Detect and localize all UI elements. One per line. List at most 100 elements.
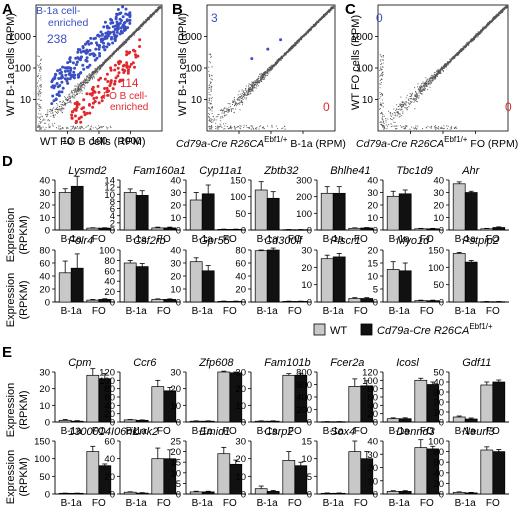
data-point: [74, 94, 76, 96]
data-point: [298, 41, 300, 43]
data-point: [498, 12, 500, 14]
data-point: [284, 52, 286, 54]
data-point: [479, 31, 481, 33]
data-point: [267, 73, 269, 75]
data-point: [50, 109, 52, 111]
data-point: [439, 70, 441, 72]
data-point: [140, 24, 142, 26]
data-point: [411, 100, 413, 102]
data-point: [134, 30, 136, 32]
data-point: [391, 119, 393, 121]
data-point: [383, 128, 385, 130]
data-point: [281, 55, 283, 57]
red-point: [113, 63, 117, 67]
data-point: [249, 127, 251, 130]
data-point: [405, 107, 407, 109]
data-point: [238, 98, 240, 100]
data-point: [423, 86, 425, 88]
data-point: [211, 110, 213, 112]
blue-point: [59, 76, 63, 80]
blue-point: [68, 60, 72, 63]
data-point: [263, 77, 265, 79]
data-point: [301, 35, 303, 37]
data-point: [443, 127, 445, 129]
data-point: [137, 26, 140, 28]
red-point: [91, 85, 95, 89]
data-point: [413, 100, 415, 102]
data-point: [328, 9, 330, 11]
data-point: [219, 110, 222, 112]
data-point: [56, 109, 58, 111]
data-point: [78, 84, 80, 86]
data-point: [459, 52, 461, 54]
data-point: [238, 99, 240, 102]
data-point: [326, 11, 328, 14]
data-point: [271, 125, 273, 127]
blue-point: [61, 65, 65, 69]
data-point: [398, 113, 400, 115]
data-point: [415, 91, 417, 94]
data-point: [217, 114, 219, 116]
data-point: [489, 21, 491, 23]
red-point: [113, 82, 117, 86]
data-point: [208, 98, 210, 100]
data-point: [37, 93, 39, 95]
data-point: [37, 104, 39, 106]
data-point: [38, 123, 40, 125]
data-point: [421, 82, 423, 84]
data-point: [483, 29, 485, 31]
data-point: [65, 103, 67, 106]
data-point: [400, 106, 402, 108]
data-point: [395, 108, 398, 110]
data-point: [83, 84, 85, 86]
data-point: [107, 127, 109, 129]
data-point: [404, 125, 407, 127]
data-point: [381, 94, 383, 96]
data-point: [462, 48, 464, 50]
data-point: [73, 90, 75, 92]
data-point: [311, 27, 313, 29]
data-point: [268, 67, 270, 69]
data-point: [465, 43, 467, 45]
data-point: [211, 105, 213, 108]
data-point: [331, 7, 333, 9]
data-point: [63, 108, 65, 110]
blue-point: [57, 90, 61, 94]
data-point: [404, 103, 406, 105]
red-point: [125, 61, 129, 65]
data-point: [71, 91, 73, 93]
blue-point: [89, 36, 93, 40]
data-point: [277, 61, 279, 63]
data-point: [288, 50, 291, 52]
data-point: [296, 42, 298, 44]
data-point: [399, 109, 401, 111]
data-point: [247, 89, 250, 92]
data-point: [70, 96, 72, 98]
data-point: [264, 75, 266, 77]
data-point: [320, 18, 322, 20]
data-point: [211, 125, 213, 128]
data-point: [439, 68, 441, 70]
data-point: [427, 81, 429, 83]
data-point: [98, 125, 100, 127]
data-point: [235, 127, 237, 129]
panel-letter-d: D: [2, 153, 13, 170]
data-point: [258, 75, 260, 77]
blue-point: [79, 58, 82, 62]
data-point: [396, 125, 398, 127]
data-point: [141, 23, 143, 26]
data-point: [227, 103, 229, 105]
data-point: [458, 54, 460, 56]
data-point: [419, 91, 422, 93]
data-point: [85, 78, 88, 80]
data-point: [444, 64, 446, 66]
data-point: [109, 55, 111, 57]
blue-point: [63, 66, 67, 70]
data-point: [298, 40, 300, 42]
data-point: [331, 8, 333, 10]
data-point: [422, 88, 424, 90]
data-point: [121, 44, 124, 46]
data-point: [208, 115, 210, 117]
data-point: [99, 64, 101, 66]
data-point: [238, 90, 240, 92]
